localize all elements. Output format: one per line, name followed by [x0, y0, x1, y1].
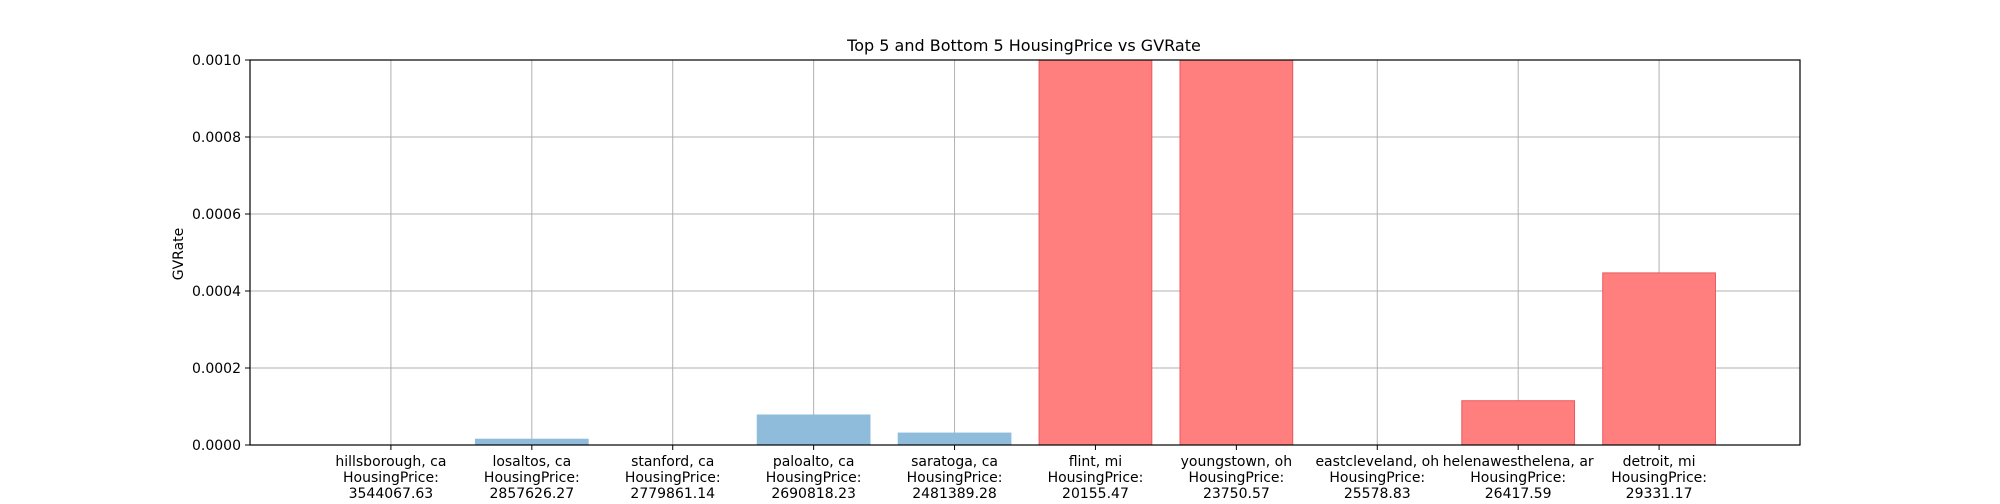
x-axis-ticks: hillsborough, caHousingPrice:3544067.63l… [335, 445, 1707, 502]
x-tick-label: HousingPrice: [343, 470, 439, 486]
y-tick-label: 0.0006 [192, 207, 241, 223]
x-tick-label: 25578.83 [1344, 486, 1411, 500]
bars [474, 59, 1716, 446]
plot-area-frame [249, 59, 1801, 446]
bar [1038, 59, 1153, 446]
x-tick-label: HousingPrice: [766, 470, 862, 486]
x-tick-label: 26417.59 [1485, 486, 1552, 500]
x-tick-label: detroit, mi [1623, 454, 1696, 470]
x-tick-label: paloalto, ca [773, 454, 855, 470]
y-tick-label: 0.0000 [192, 438, 241, 454]
x-tick-label: HousingPrice: [1188, 470, 1284, 486]
bar [1602, 272, 1716, 446]
x-tick-label: helenawesthelena, ar [1443, 454, 1594, 470]
x-tick-label: losaltos, ca [492, 454, 571, 470]
y-tick-label: 0.0004 [192, 284, 241, 300]
x-tick-label: 2857626.27 [490, 486, 575, 500]
x-tick-label: stanford, ca [631, 454, 714, 470]
x-tick-label: hillsborough, ca [335, 454, 446, 470]
bar [897, 432, 1012, 446]
x-tick-label: HousingPrice: [1048, 470, 1144, 486]
y-axis-label: GVRate [171, 228, 187, 281]
bar [756, 414, 871, 446]
x-tick-label: 2779861.14 [630, 486, 715, 500]
x-tick-label: HousingPrice: [907, 470, 1003, 486]
x-tick-label: HousingPrice: [625, 470, 721, 486]
x-tick-label: youngstown, oh [1181, 454, 1293, 470]
y-tick-label: 0.0002 [192, 361, 241, 377]
x-tick-label: HousingPrice: [484, 470, 580, 486]
x-tick-label: 20155.47 [1062, 486, 1129, 500]
x-tick-label: 2690818.23 [771, 486, 856, 500]
bar [474, 438, 589, 446]
y-tick-label: 0.0008 [192, 130, 241, 146]
x-tick-label: eastcleveland, oh [1315, 454, 1439, 470]
y-axis-ticks: 0.0000 0.0002 0.0004 0.0006 0.0008 0.0010 [192, 53, 250, 454]
x-tick-label: 3544067.63 [349, 486, 434, 500]
grid-lines [250, 59, 1800, 446]
x-tick-label: saratoga, ca [911, 454, 998, 470]
x-tick-label: HousingPrice: [1470, 470, 1566, 486]
bar [1179, 59, 1294, 446]
bar [1461, 400, 1576, 446]
x-tick-label: HousingPrice: [1329, 470, 1425, 486]
chart-title: Top 5 and Bottom 5 HousingPrice vs GVRat… [846, 36, 1201, 55]
x-tick-label: 29331.17 [1626, 486, 1693, 500]
x-tick-label: 23750.57 [1203, 486, 1270, 500]
x-tick-label: 2481389.28 [912, 486, 997, 500]
x-tick-label: flint, mi [1069, 454, 1123, 470]
x-tick-label: HousingPrice: [1611, 470, 1707, 486]
y-tick-label: 0.0010 [192, 53, 241, 69]
